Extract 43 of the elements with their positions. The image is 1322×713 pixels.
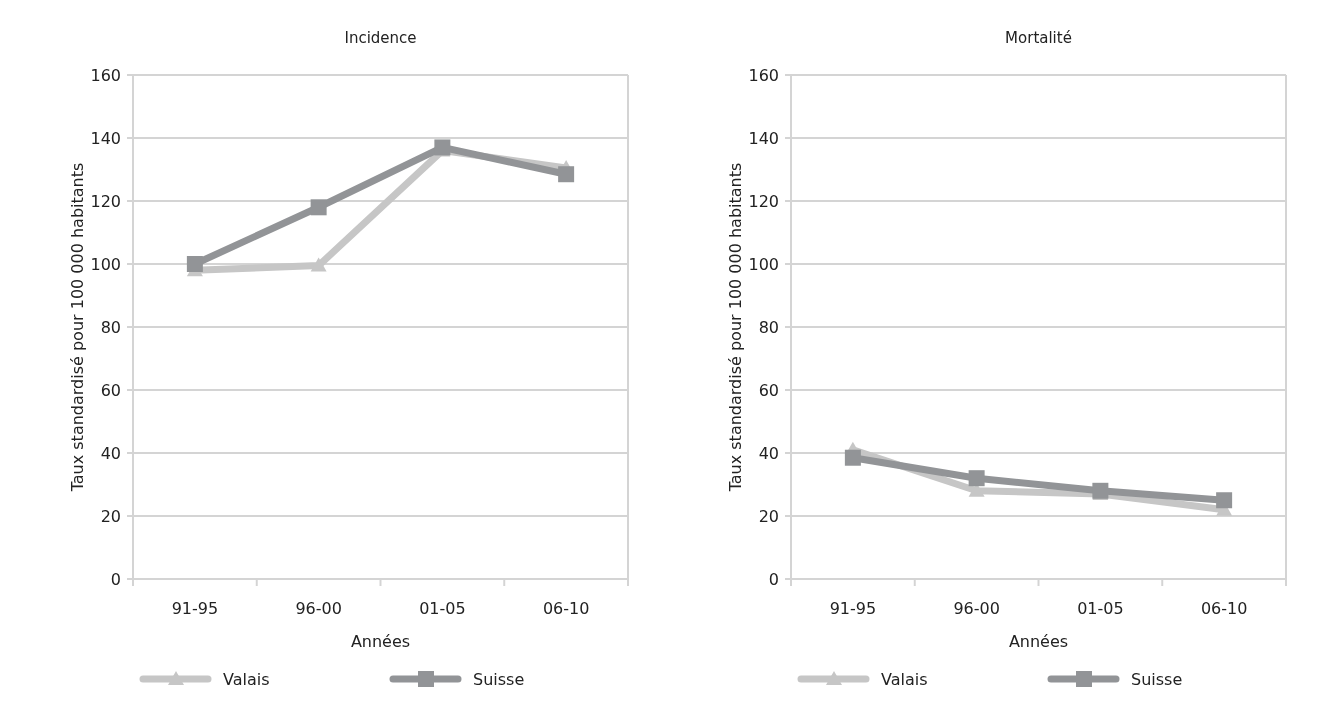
point [186, 256, 203, 272]
y-tick-label: 100 [748, 254, 779, 274]
point [558, 166, 575, 183]
y-tick-label: 160 [90, 65, 121, 85]
chart-title: Mortalité [1005, 29, 1072, 47]
x-tick-label: 96-00 [953, 599, 1000, 618]
y-tick-label: 80 [758, 317, 779, 337]
y-tick-label: 20 [758, 506, 779, 526]
point [968, 470, 985, 487]
y-tick-label: 140 [90, 128, 121, 148]
legend-label: Suisse [1131, 669, 1183, 689]
x-tick-label: 91-95 [171, 599, 219, 618]
y-tick-label: 120 [90, 191, 121, 211]
y-tick-label: 100 [90, 254, 121, 274]
x-tick-label: 01-05 [419, 599, 466, 618]
y-tick-label: 60 [100, 380, 121, 400]
x-tick-label: 06-10 [542, 599, 590, 618]
y-axis-title: Taux standardisé pour 100 000 habitants [68, 162, 87, 493]
x-tick-label: 01-05 [1077, 599, 1124, 618]
y-tick-label: 160 [748, 65, 779, 85]
legend-label: Valais [881, 669, 928, 689]
legend-label: Valais [223, 669, 270, 689]
y-tick-label: 40 [100, 443, 121, 463]
y-tick-label: 60 [758, 380, 779, 400]
y-tick-label: 140 [748, 128, 779, 148]
x-axis-title: Années [350, 632, 411, 651]
x-axis-title: Années [1008, 632, 1069, 651]
chart-title: Incidence [344, 29, 417, 47]
y-tick-label: 80 [100, 317, 121, 337]
y-tick-label: 0 [768, 569, 779, 589]
x-tick-label: 06-10 [1200, 599, 1248, 618]
y-tick-label: 0 [110, 569, 121, 589]
y-axis-title: Taux standardisé pour 100 000 habitants [726, 162, 745, 493]
point [310, 199, 327, 216]
point [844, 449, 861, 466]
point [310, 257, 327, 272]
x-tick-label: 91-95 [829, 599, 877, 618]
x-tick-label: 96-00 [295, 599, 342, 618]
y-tick-label: 120 [748, 191, 779, 211]
y-tick-label: 20 [100, 506, 121, 526]
y-tick-label: 40 [758, 443, 779, 463]
legend-label: Suisse [473, 669, 525, 689]
point [1216, 492, 1233, 509]
